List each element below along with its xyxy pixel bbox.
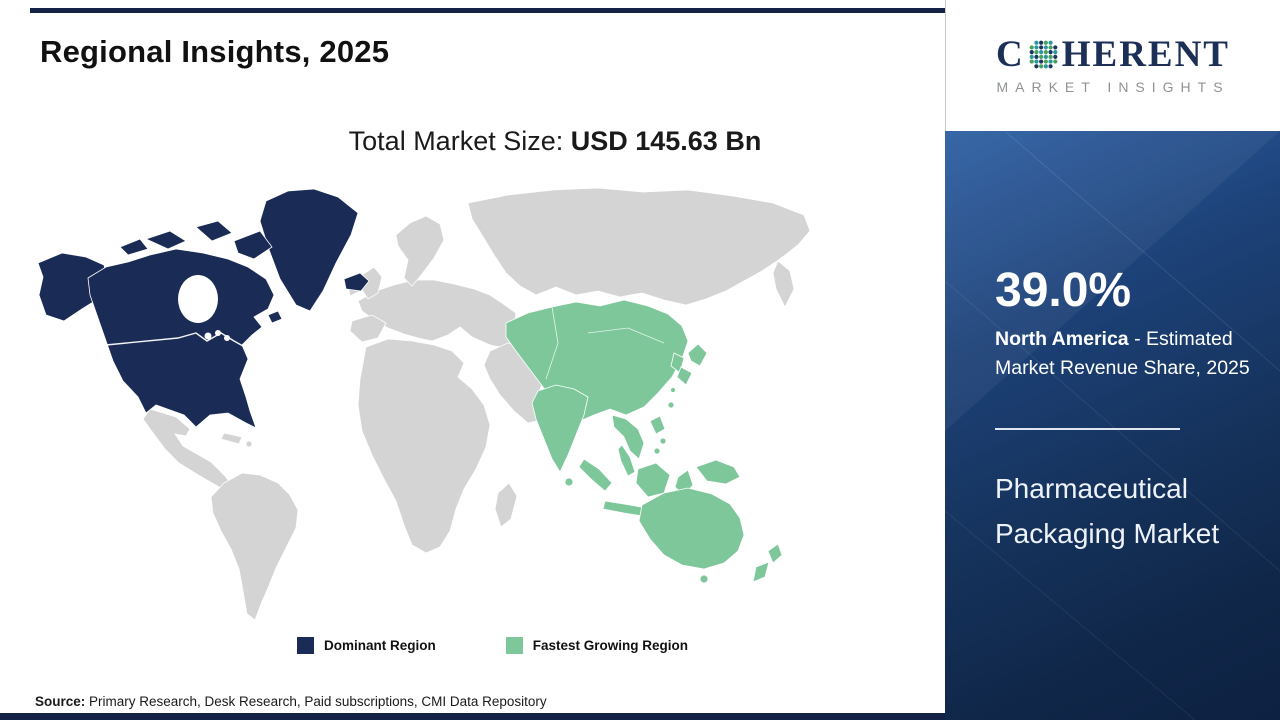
bottom-accent-bar (0, 713, 1280, 720)
source-text: Primary Research, Desk Research, Paid su… (85, 694, 547, 709)
fastest-growing-region-swatch (505, 637, 523, 654)
region-sumatra (578, 458, 613, 492)
region-arctic-islands (119, 220, 273, 260)
map-other-regions (142, 187, 811, 621)
region-malay-peninsula (617, 444, 636, 477)
country-border (587, 327, 665, 344)
region-russia (467, 187, 811, 306)
region-japan (670, 387, 676, 393)
region-indochina (611, 414, 645, 460)
market-share-description: North America - Estimated Market Revenue… (995, 325, 1263, 383)
region-iceland (343, 272, 370, 292)
region-cuba (220, 432, 243, 445)
region-new-guinea (695, 459, 741, 485)
world-map (37, 187, 811, 621)
region-india (531, 384, 589, 473)
brand-wordmark: C HERENT (996, 36, 1230, 73)
map-legend: Dominant Region Fastest Growing Region (0, 637, 945, 654)
source-label: Source: (35, 694, 86, 709)
region-europe (357, 279, 523, 350)
total-market-size: Total Market Size: USD 145.63 Bn (0, 126, 945, 157)
region-borneo (635, 462, 671, 498)
country-border (545, 306, 559, 380)
region-australia (638, 487, 745, 570)
source-line: Source: Primary Research, Desk Research,… (35, 694, 547, 709)
legend-label-fastest-growing: Fastest Growing Region (532, 638, 688, 653)
region-alaska (37, 252, 109, 322)
region-new-zealand (752, 543, 783, 583)
region-south-america (210, 472, 299, 621)
market-share-region: North America (995, 328, 1129, 350)
globe-dots-icon (1029, 40, 1058, 69)
map-fastest-growing-region (505, 299, 783, 584)
us-canada-border (105, 332, 244, 347)
brand-tagline: MARKET INSIGHTS (996, 79, 1230, 95)
region-africa (357, 338, 491, 554)
legend-item-dominant: Dominant Region (296, 637, 436, 654)
hudson-bay (178, 275, 218, 323)
region-taiwan (667, 401, 675, 409)
region-scandinavia (395, 215, 445, 287)
region-madagascar (494, 482, 518, 528)
total-market-size-label: Total Market Size: (348, 126, 571, 156)
highlight-panel: 39.0% North America - Estimated Market R… (945, 131, 1280, 720)
market-share-value: 39.0% (995, 264, 1132, 317)
market-name: Pharmaceutical Packaging Market (995, 473, 1220, 550)
region-sri-lanka (564, 477, 574, 487)
total-market-size-value: USD 145.63 Bn (570, 126, 762, 156)
region-north-america-mainland (87, 248, 275, 429)
region-iberia (349, 314, 387, 343)
market-share-desc-text: - Estimated Market Revenue Share, 2025 (995, 328, 1250, 379)
panel-divider (995, 428, 1180, 430)
region-philippines (653, 447, 661, 455)
brand-logo: C HERENT MARKET INSIGHTS (945, 0, 1280, 131)
region-philippines (649, 415, 666, 435)
legend-label-dominant: Dominant Region (323, 638, 436, 653)
region-greenland (259, 188, 359, 312)
panel-texture (945, 131, 1280, 720)
region-tasmania (699, 574, 709, 584)
page-title: Regional Insights, 2025 (40, 34, 390, 69)
great-lakes (204, 332, 212, 340)
sidebar: C HERENT MARKET INSIGHTS (945, 0, 1280, 720)
region-hispaniola (245, 440, 253, 448)
region-philippines (659, 437, 667, 445)
dominant-region-swatch (296, 637, 314, 654)
region-newfoundland (267, 310, 283, 324)
region-kamchatka (772, 260, 795, 308)
legend-item-fastest-growing: Fastest Growing Region (505, 637, 688, 654)
map-dominant-region (37, 188, 370, 429)
region-mexico-central-america (142, 408, 233, 492)
top-accent-bar (30, 8, 945, 13)
brand-letter-c: C (996, 34, 1025, 75)
brand-letters-herent: HERENT (1061, 34, 1230, 75)
region-japan (676, 343, 708, 386)
